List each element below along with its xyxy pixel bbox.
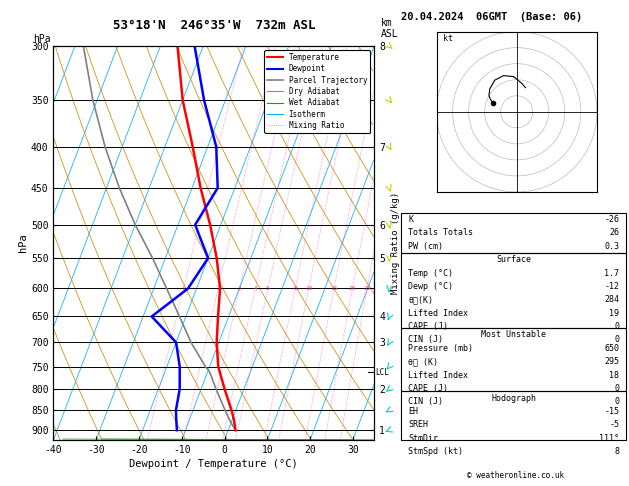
Text: -5: -5 (609, 420, 619, 430)
Bar (401, 253, 626, 328)
Bar (401, 328, 626, 391)
Text: CIN (J): CIN (J) (408, 398, 443, 406)
Text: θᴄ(K): θᴄ(K) (408, 295, 433, 304)
Text: Pressure (mb): Pressure (mb) (408, 344, 473, 353)
Text: km
ASL: km ASL (381, 18, 398, 39)
Text: CAPE (J): CAPE (J) (408, 322, 448, 331)
Text: 26: 26 (609, 228, 619, 238)
Text: 0: 0 (614, 384, 619, 393)
Text: Totals Totals: Totals Totals (408, 228, 473, 238)
Text: Lifted Index: Lifted Index (408, 370, 468, 380)
Text: Hodograph: Hodograph (491, 394, 536, 403)
Text: 3: 3 (238, 286, 242, 291)
Text: CAPE (J): CAPE (J) (408, 384, 448, 393)
Text: Surface: Surface (496, 255, 531, 264)
Text: 0: 0 (614, 322, 619, 331)
Text: -26: -26 (604, 215, 619, 224)
Text: -15: -15 (604, 407, 619, 416)
Text: θᴄ (K): θᴄ (K) (408, 357, 438, 366)
Text: -12: -12 (604, 282, 619, 291)
Text: 8: 8 (614, 447, 619, 456)
Text: 10: 10 (305, 286, 313, 291)
Text: 20: 20 (348, 286, 356, 291)
Text: 0: 0 (614, 398, 619, 406)
Text: 20.04.2024  06GMT  (Base: 06): 20.04.2024 06GMT (Base: 06) (401, 12, 582, 22)
Text: 18: 18 (609, 370, 619, 380)
Text: 284: 284 (604, 295, 619, 304)
Text: StmDir: StmDir (408, 434, 438, 443)
Text: kt: kt (443, 34, 453, 43)
Text: Dewp (°C): Dewp (°C) (408, 282, 453, 291)
Text: 295: 295 (604, 357, 619, 366)
Text: 53°18'N  246°35'W  732m ASL: 53°18'N 246°35'W 732m ASL (113, 18, 315, 32)
Text: 19: 19 (609, 309, 619, 318)
Text: 1: 1 (182, 286, 186, 291)
Text: 111°: 111° (599, 434, 619, 443)
Text: 0.3: 0.3 (604, 242, 619, 251)
Text: 8: 8 (293, 286, 297, 291)
Text: EH: EH (408, 407, 418, 416)
Text: Most Unstable: Most Unstable (481, 330, 546, 340)
Text: 650: 650 (604, 344, 619, 353)
Legend: Temperature, Dewpoint, Parcel Trajectory, Dry Adiabat, Wet Adiabat, Isotherm, Mi: Temperature, Dewpoint, Parcel Trajectory… (264, 50, 370, 133)
X-axis label: Dewpoint / Temperature (°C): Dewpoint / Temperature (°C) (130, 459, 298, 469)
Text: Temp (°C): Temp (°C) (408, 268, 453, 278)
Text: 2: 2 (216, 286, 220, 291)
Text: CIN (J): CIN (J) (408, 335, 443, 345)
Text: 5: 5 (266, 286, 270, 291)
Text: PW (cm): PW (cm) (408, 242, 443, 251)
Text: hPa: hPa (33, 34, 50, 44)
Text: 1.7: 1.7 (604, 268, 619, 278)
Y-axis label: Mixing Ratio (g/kg): Mixing Ratio (g/kg) (391, 192, 399, 294)
Y-axis label: hPa: hPa (18, 234, 28, 252)
Text: © weatheronline.co.uk: © weatheronline.co.uk (467, 471, 564, 480)
Bar (401, 391, 626, 440)
Text: Lifted Index: Lifted Index (408, 309, 468, 318)
Text: 0: 0 (614, 335, 619, 345)
Text: SREH: SREH (408, 420, 428, 430)
Text: LCL: LCL (376, 367, 389, 377)
Text: 25: 25 (364, 286, 371, 291)
Bar (401, 213, 626, 253)
Text: StmSpd (kt): StmSpd (kt) (408, 447, 463, 456)
Text: 15: 15 (330, 286, 338, 291)
Text: K: K (408, 215, 413, 224)
Text: 4: 4 (253, 286, 257, 291)
